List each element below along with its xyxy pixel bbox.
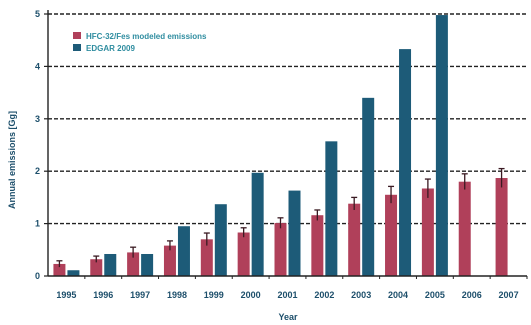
bar-series-1 <box>311 215 324 276</box>
x-tick-label: 1997 <box>130 290 150 300</box>
legend-label-series-2: EDGAR 2009 <box>86 44 135 53</box>
bar-series-1 <box>421 188 434 276</box>
bar-series-2 <box>177 226 190 276</box>
x-tick-label: 2000 <box>241 290 261 300</box>
bar-series-2 <box>435 15 448 276</box>
x-tick-label: 2004 <box>388 290 408 300</box>
bar-series-2 <box>399 49 412 276</box>
x-tick-label: 1995 <box>56 290 76 300</box>
bar-series-1 <box>237 232 250 276</box>
bar-series-2 <box>251 172 264 276</box>
x-tick-label: 2001 <box>277 290 297 300</box>
legend-label-series-1: HFC-32/Fes modeled emissions <box>86 32 207 41</box>
tick-labels: 0 1 2 3 4 5 1995 1996 1997 1998 1999 2000 2001 2002 20… <box>35 9 519 300</box>
x-axis-title: Year <box>278 312 298 322</box>
bar-series-1 <box>458 181 471 276</box>
bar-series-2 <box>325 141 338 276</box>
y-tick-label: 0 <box>35 271 40 281</box>
x-tick-label: 2003 <box>351 290 371 300</box>
x-tick-label: 1996 <box>93 290 113 300</box>
bar-series-2 <box>362 97 375 276</box>
bar-series-2 <box>67 270 80 276</box>
x-tick-label: 2005 <box>425 290 445 300</box>
x-tick-label: 2002 <box>314 290 334 300</box>
bars <box>53 15 508 276</box>
bar-series-1 <box>90 259 103 276</box>
y-tick-label: 5 <box>35 9 40 19</box>
bar-series-1 <box>200 239 213 276</box>
bar-series-2 <box>141 253 154 276</box>
bar-series-2 <box>214 204 227 276</box>
x-tick-label: 1999 <box>204 290 224 300</box>
y-tick-label: 1 <box>35 219 40 229</box>
legend-swatch-series-2 <box>73 44 81 51</box>
bar-series-2 <box>288 190 301 276</box>
bar-series-1 <box>274 223 287 276</box>
bar-series-1 <box>385 194 398 276</box>
axes <box>44 10 528 279</box>
y-axis-title: Annual emissions [Gg] <box>7 111 17 209</box>
bar-series-1 <box>53 263 66 276</box>
x-tick-label: 2006 <box>462 290 482 300</box>
bar-series-1 <box>127 252 140 276</box>
x-tick-label: 1998 <box>167 290 187 300</box>
bar-series-1 <box>348 203 361 276</box>
y-tick-label: 4 <box>35 61 40 71</box>
x-tick-label: 2007 <box>499 290 519 300</box>
legend-swatch-series-1 <box>73 32 81 39</box>
bar-series-1 <box>163 245 176 276</box>
bar-series-2 <box>104 253 117 276</box>
y-tick-label: 3 <box>35 114 40 124</box>
y-tick-label: 2 <box>35 166 40 176</box>
legend: HFC-32/Fes modeled emissions EDGAR 2009 <box>73 32 207 53</box>
bar-series-1 <box>495 178 508 276</box>
